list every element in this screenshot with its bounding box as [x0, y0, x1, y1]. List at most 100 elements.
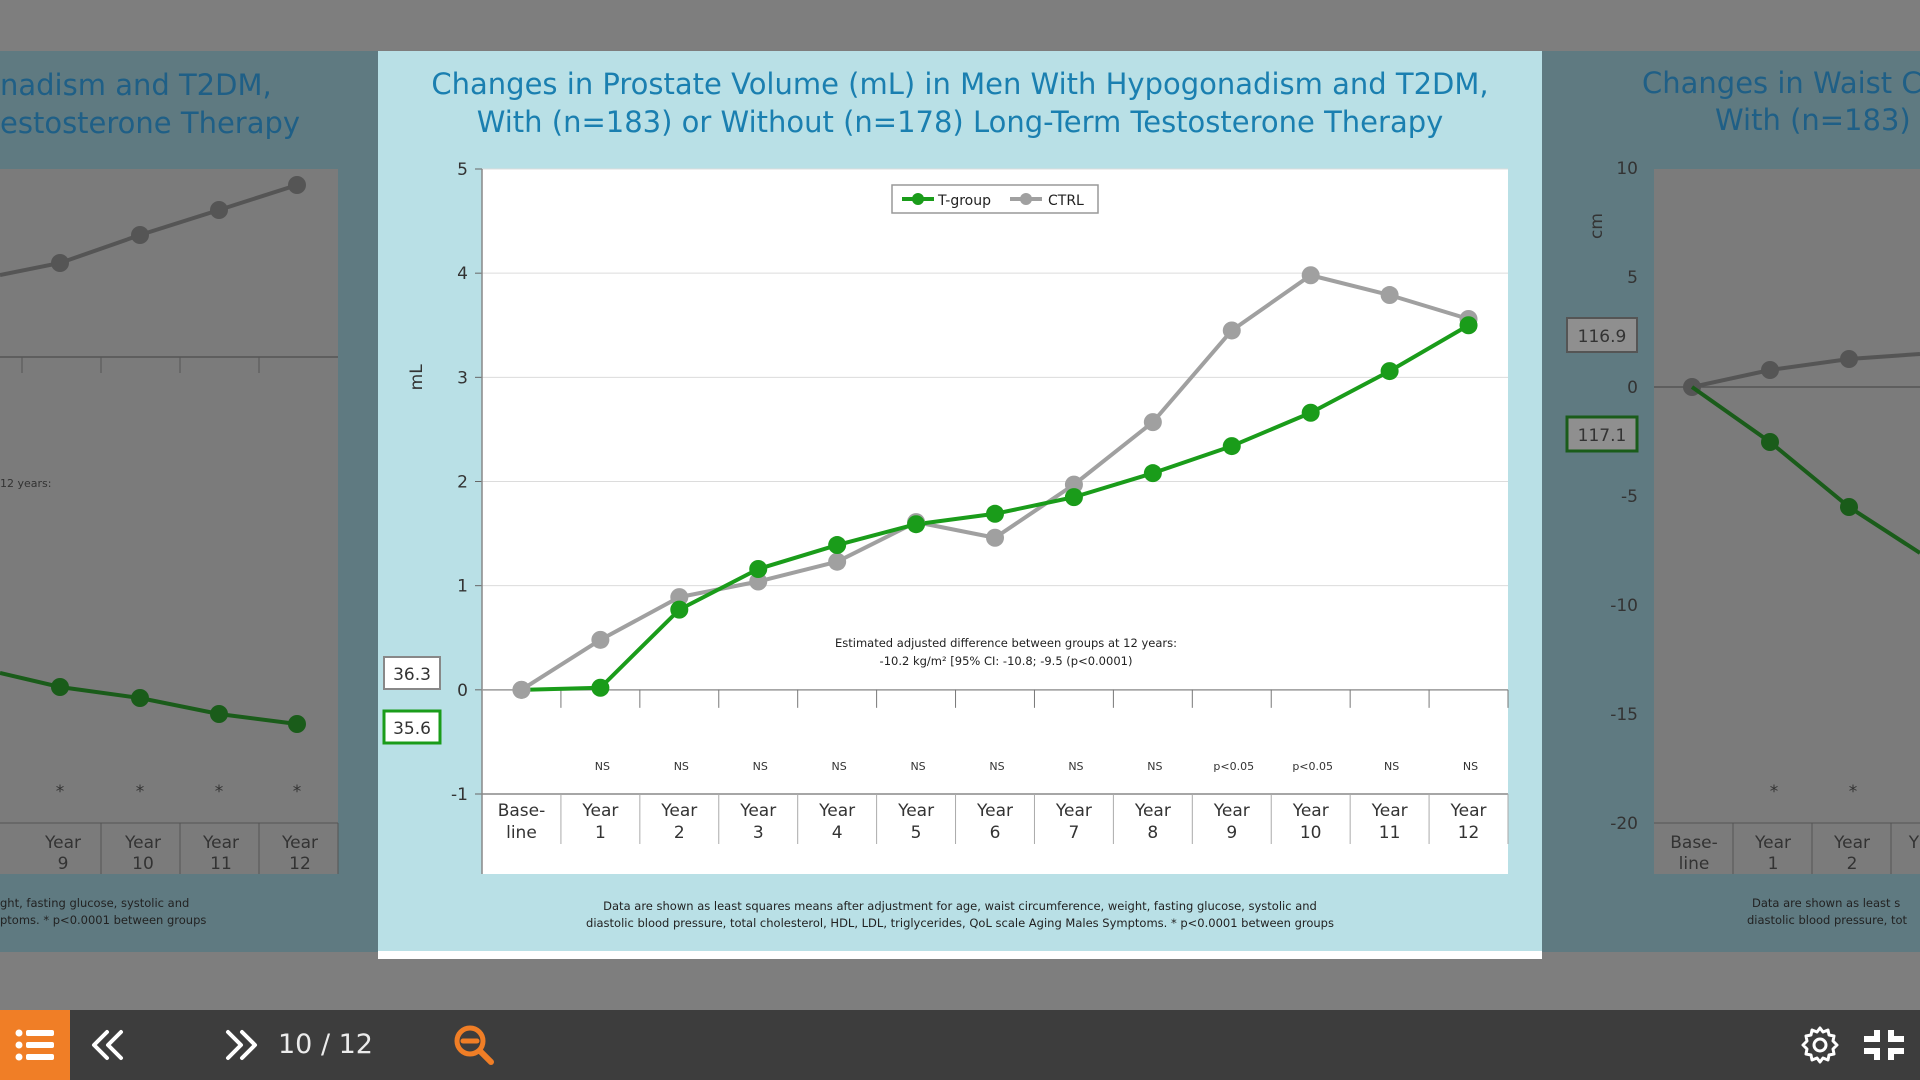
next-slide-ytick: -15	[1610, 705, 1638, 725]
data-point-t-group	[512, 680, 531, 699]
next-slide-title-line1: Changes in Waist Cir	[1642, 66, 1920, 100]
y-tick-label: 4	[457, 264, 468, 284]
x-tick-label: Year	[818, 801, 855, 821]
prev-slide-title-line2: estosterone Therapy	[0, 106, 300, 140]
prev-slide-tgroup-point	[51, 678, 69, 696]
x-tick-label: 5	[911, 823, 922, 843]
x-tick-label: Year	[976, 801, 1013, 821]
significance-label: NS	[674, 760, 689, 773]
legend: T-group CTRL	[891, 184, 1099, 214]
x-tick-label: Base-	[498, 801, 546, 821]
y-tick-label: 1	[457, 577, 468, 597]
prev-slide-xtick: 11	[210, 854, 232, 874]
next-slide-tgroup-point	[1761, 433, 1779, 451]
prev-slide-tgroup-point	[210, 705, 228, 723]
prev-slide-footnote-line1: ght, fasting glucose, systolic and	[0, 896, 189, 910]
slide-list-button[interactable]	[0, 1010, 70, 1080]
y-tick-label: 2	[457, 473, 468, 493]
y-tick-label: -1	[451, 785, 468, 805]
data-point-t-group	[749, 560, 768, 578]
x-tick-label: Year	[1450, 801, 1487, 821]
prev-slide-xtick: Year	[281, 833, 318, 853]
x-tick-label: 11	[1379, 823, 1401, 843]
data-point-ctrl	[670, 588, 689, 607]
significance-label: p<0.05	[1213, 760, 1254, 773]
prev-slide-xtick: 9	[58, 854, 69, 874]
exit-fullscreen-button[interactable]	[1858, 1010, 1910, 1080]
legend-tgroup-marker	[912, 193, 924, 205]
next-slide-tgroup-line	[1690, 385, 1920, 555]
next-slide-ctrl-point	[1840, 350, 1858, 368]
prev-slide-ctrl-point	[131, 226, 149, 244]
next-slide-tgroup-baseline-box	[1565, 415, 1639, 453]
data-point-t-group	[1143, 464, 1162, 483]
next-slide-tgroup-point	[1840, 498, 1858, 516]
next-slide-xtick: 1	[1768, 854, 1779, 874]
prev-slide-star: *	[136, 782, 145, 802]
previous-slide-preview[interactable]: nadism and T2DM, estosterone Therapy 12 …	[0, 51, 378, 952]
x-tick-label: 1	[595, 823, 606, 843]
x-tick-label: Year	[660, 801, 697, 821]
significance-label: NS	[989, 760, 1004, 773]
page-indicator: 10 / 12	[278, 1029, 373, 1060]
data-point-t-group	[1380, 362, 1399, 381]
prev-slide-ctrl-point	[51, 254, 69, 272]
x-tick-label: 3	[753, 823, 764, 843]
zoom-out-button[interactable]	[448, 1010, 500, 1080]
next-slide-xtick: Y	[1908, 833, 1920, 853]
data-point-t-group	[591, 678, 610, 697]
next-slide-ctrl-baseline-box	[1566, 317, 1638, 353]
list-icon	[15, 1029, 54, 1061]
next-slide-ylabel: cm	[1587, 213, 1607, 239]
next-slide-ytick: -20	[1610, 814, 1638, 834]
exit-fullscreen-icon	[1864, 1030, 1904, 1060]
next-slide-ytick: 10	[1616, 159, 1638, 179]
next-slide-button[interactable]	[213, 1010, 268, 1080]
settings-button[interactable]	[1794, 1010, 1846, 1080]
slide-title-line1: Changes in Prostate Volume (mL) in Men W…	[431, 67, 1488, 101]
annotation-line1: Estimated adjusted difference between gr…	[835, 636, 1177, 650]
next-slide-ytick: -10	[1610, 596, 1638, 616]
footnote-line1: Data are shown as least squares means af…	[603, 899, 1317, 913]
significance-label: p<0.05	[1292, 760, 1333, 773]
x-tick-label: line	[506, 823, 537, 843]
next-slide-ctrl-point	[1761, 361, 1779, 379]
data-point-ctrl	[1064, 475, 1083, 494]
legend-ctrl-label: CTRL	[1048, 193, 1084, 209]
significance-label: NS	[1147, 760, 1162, 773]
x-tick-label: 8	[1147, 823, 1158, 843]
x-tick-label: Year	[1213, 801, 1250, 821]
data-point-t-group	[670, 600, 689, 619]
next-slide-ytick: -5	[1621, 487, 1638, 507]
prev-slide-xtick: Year	[44, 833, 81, 853]
prev-slide-star: *	[56, 782, 65, 802]
x-tick-label: 2	[674, 823, 685, 843]
x-tick-label: 10	[1300, 823, 1322, 843]
next-slide-xtick: Base-	[1670, 833, 1718, 853]
previous-slide-button[interactable]	[80, 1010, 135, 1080]
next-slide-preview[interactable]: Changes in Waist Cir With (n=183) o cm 1…	[1542, 51, 1920, 952]
next-slide-plot-area	[1654, 169, 1920, 874]
next-slide-xtick: Year	[1754, 833, 1791, 853]
x-tick-label: Year	[1292, 801, 1329, 821]
slide-title-line2: With (n=183) or Without (n=178) Long-Ter…	[477, 105, 1444, 139]
next-slide-xtick: line	[1679, 854, 1710, 874]
next-slide-ytick: 5	[1627, 268, 1638, 288]
prev-slide-tgroup-point	[131, 689, 149, 707]
data-point-ctrl	[1222, 321, 1241, 340]
significance-label: NS	[910, 760, 925, 773]
legend-tgroup-label: T-group	[937, 193, 991, 209]
ctrl-baseline-label: 36.3	[393, 665, 431, 685]
prev-slide-star: *	[215, 782, 224, 802]
next-slide-title-line2: With (n=183) o	[1715, 103, 1920, 137]
data-point-ctrl	[1143, 413, 1162, 432]
prev-slide-ctrl-point	[210, 201, 228, 219]
y-tick-label: 5	[457, 160, 468, 180]
double-chevron-left-icon	[91, 1030, 123, 1060]
prev-slide-xtick: Year	[202, 833, 239, 853]
prev-slide-footnote-line2: ptoms. * p<0.0001 between groups	[0, 913, 206, 927]
next-slide-ctrl-baseline-label: 116.9	[1578, 327, 1627, 347]
viewer-toolbar: 10 / 12	[0, 1010, 1920, 1080]
prev-slide-plot-area	[0, 169, 338, 874]
y-tick-label: 3	[457, 368, 468, 388]
